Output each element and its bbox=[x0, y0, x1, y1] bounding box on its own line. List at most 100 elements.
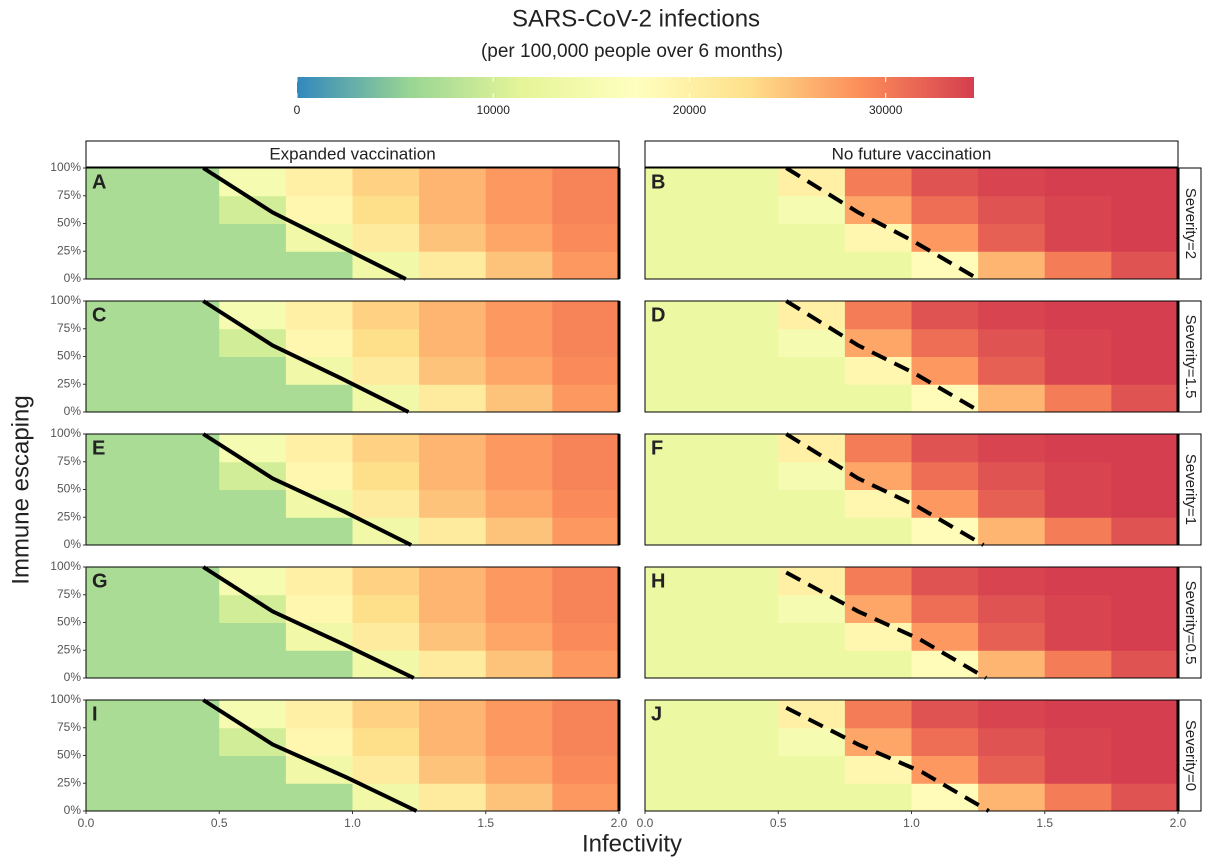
heat-cell bbox=[1044, 301, 1112, 330]
y-tick-label: 100% bbox=[50, 160, 81, 174]
heat-cell bbox=[86, 301, 154, 330]
heat-cell bbox=[352, 727, 420, 756]
heat-cell bbox=[711, 727, 779, 756]
threshold-line bbox=[785, 432, 985, 547]
heat-cell bbox=[978, 650, 1046, 679]
panel-label: I bbox=[92, 703, 98, 725]
heat-cell bbox=[352, 622, 420, 651]
panel-label: D bbox=[651, 304, 665, 326]
heat-cell bbox=[978, 700, 1046, 729]
heat-cell bbox=[419, 223, 487, 252]
y-tick-label: 0% bbox=[64, 271, 82, 285]
heat-cell bbox=[219, 517, 287, 546]
heat-cell bbox=[978, 461, 1046, 490]
heat-cell bbox=[86, 650, 154, 679]
heat-cell bbox=[844, 489, 912, 518]
heat-cell bbox=[711, 168, 779, 197]
heat-cell bbox=[152, 251, 220, 280]
y-tick-label: 100% bbox=[50, 426, 81, 440]
heat-cell bbox=[778, 517, 846, 546]
heat-cell bbox=[778, 328, 846, 357]
heat-cell bbox=[152, 517, 220, 546]
strip-label: Severity=0.5 bbox=[1182, 581, 1199, 665]
heat-cell bbox=[219, 650, 287, 679]
heat-cell bbox=[86, 700, 154, 729]
heat-cell bbox=[419, 567, 487, 596]
heat-cell bbox=[978, 755, 1046, 784]
y-tick-label: 0% bbox=[64, 537, 82, 551]
heat-cell bbox=[485, 328, 553, 357]
heat-cell bbox=[485, 195, 553, 224]
heat-cell bbox=[1044, 650, 1112, 679]
heat-cell bbox=[645, 301, 713, 330]
heat-cell bbox=[285, 594, 353, 623]
y-tick-label: 50% bbox=[57, 748, 81, 762]
strip-label: Severity=1.5 bbox=[1182, 315, 1199, 399]
heat-cell bbox=[552, 301, 620, 330]
heat-cell bbox=[778, 622, 846, 651]
heat-cell bbox=[419, 251, 487, 280]
heat-cell bbox=[352, 223, 420, 252]
y-tick-label: 0% bbox=[64, 803, 82, 817]
heat-cell bbox=[285, 650, 353, 679]
heat-cell bbox=[1111, 434, 1179, 463]
heat-cell bbox=[552, 251, 620, 280]
chart-title: SARS-CoV-2 infections bbox=[512, 5, 760, 32]
heat-cell bbox=[844, 650, 912, 679]
x-axis-label: Infectivity bbox=[582, 830, 682, 857]
heat-cell bbox=[1111, 650, 1179, 679]
heat-cell bbox=[552, 594, 620, 623]
heat-cell bbox=[552, 755, 620, 784]
heat-cell bbox=[86, 168, 154, 197]
panel-label: C bbox=[92, 304, 106, 326]
heat-cell bbox=[419, 168, 487, 197]
heat-cell bbox=[978, 727, 1046, 756]
heat-cell bbox=[911, 461, 979, 490]
heat-cell bbox=[219, 251, 287, 280]
heat-cell bbox=[552, 567, 620, 596]
y-tick-label: 75% bbox=[57, 587, 81, 601]
heat-cell bbox=[352, 567, 420, 596]
heat-cell bbox=[645, 755, 713, 784]
heat-cell bbox=[1044, 622, 1112, 651]
heat-cell bbox=[285, 727, 353, 756]
heat-cell bbox=[978, 567, 1046, 596]
heat-cell bbox=[778, 223, 846, 252]
heat-cell bbox=[419, 755, 487, 784]
heat-cell bbox=[219, 567, 287, 596]
heat-cell bbox=[645, 434, 713, 463]
heat-cell bbox=[1044, 567, 1112, 596]
heat-cell bbox=[419, 328, 487, 357]
heat-cell bbox=[911, 755, 979, 784]
heat-cell bbox=[552, 434, 620, 463]
heat-cell bbox=[1111, 251, 1179, 280]
heat-cell bbox=[1111, 384, 1179, 413]
heat-cell bbox=[711, 755, 779, 784]
heat-cell bbox=[1111, 301, 1179, 330]
heat-cell bbox=[911, 489, 979, 518]
heat-cell bbox=[352, 755, 420, 784]
heat-cell bbox=[978, 328, 1046, 357]
threshold-line bbox=[785, 570, 988, 680]
heat-cell bbox=[552, 461, 620, 490]
strip bbox=[85, 140, 620, 168]
heat-cell bbox=[778, 650, 846, 679]
heat-cell bbox=[978, 594, 1046, 623]
heat-cell bbox=[1044, 489, 1112, 518]
heat-cell bbox=[978, 223, 1046, 252]
strip-label: Severity=0 bbox=[1182, 720, 1199, 791]
y-tick-label: 0% bbox=[64, 670, 82, 684]
heat-cell bbox=[645, 622, 713, 651]
heat-cell bbox=[645, 517, 713, 546]
heat-cell bbox=[285, 195, 353, 224]
heat-cell bbox=[978, 301, 1046, 330]
x-tick-label: 1.5 bbox=[1036, 816, 1053, 830]
heat-cell bbox=[352, 700, 420, 729]
heat-cell bbox=[219, 700, 287, 729]
heat-cell bbox=[1111, 594, 1179, 623]
heat-cell bbox=[552, 168, 620, 197]
heat-cell bbox=[86, 223, 154, 252]
heat-cell bbox=[352, 594, 420, 623]
heat-cell bbox=[485, 622, 553, 651]
